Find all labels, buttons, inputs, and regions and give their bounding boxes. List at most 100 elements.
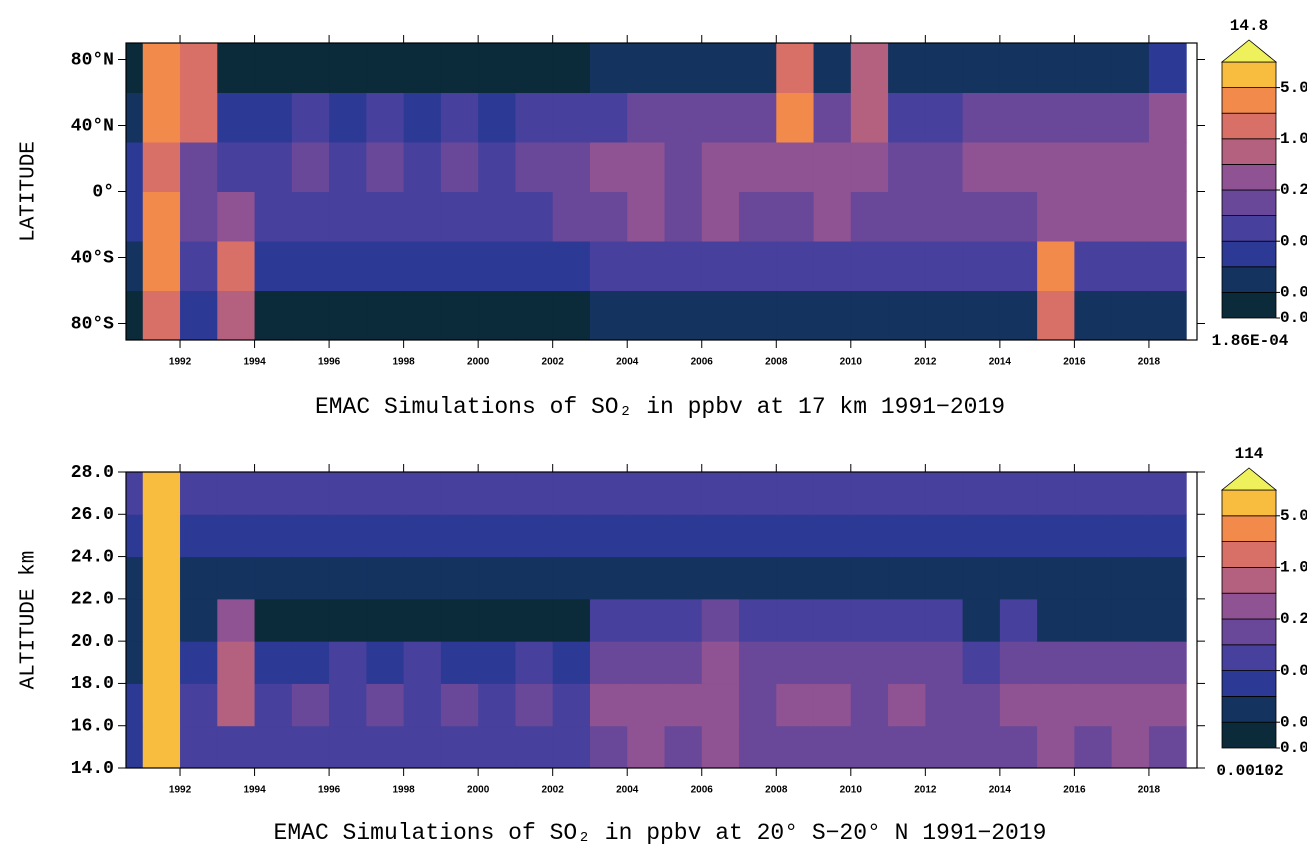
heat-cell <box>217 142 256 192</box>
heat-cell <box>739 142 777 192</box>
heat-cell <box>217 725 256 769</box>
heat-cell <box>329 92 367 143</box>
heat-cell <box>366 556 405 600</box>
colorbar-min: 1.86E-04 <box>1212 332 1289 350</box>
heat-cell <box>180 725 218 769</box>
heat-cell <box>291 514 330 558</box>
heat-cell <box>515 472 554 515</box>
heat-cell <box>850 241 889 291</box>
heat-cell <box>776 241 815 291</box>
colorbar-min: 0.00102 <box>1216 762 1283 780</box>
heat-cell <box>1111 92 1150 143</box>
heat-cell <box>589 92 628 143</box>
heat-cell <box>515 241 554 291</box>
heat-cell <box>925 142 964 192</box>
heat-cell <box>1037 290 1075 341</box>
heat-cell <box>664 556 703 600</box>
heat-cell <box>850 142 889 192</box>
heat-cell <box>701 641 740 684</box>
heat-cell <box>126 241 144 291</box>
colorbar-triangle <box>1220 467 1278 491</box>
y-tick-label: 0° <box>92 182 114 202</box>
heat-cell <box>478 142 516 192</box>
x-tick-label: 2000 <box>467 785 490 796</box>
colorbar-label: 0.01 <box>1280 284 1307 302</box>
heat-cell <box>366 191 405 242</box>
heat-cell <box>329 514 367 558</box>
heat-cell <box>739 598 777 642</box>
heat-cell <box>552 191 591 242</box>
heat-cell <box>440 43 479 93</box>
heat-cell <box>217 598 256 642</box>
heat-cell <box>126 683 144 727</box>
heat-cell <box>126 472 144 515</box>
heat-cell <box>291 92 330 143</box>
heat-cell <box>962 290 1001 341</box>
heat-cell <box>217 556 256 600</box>
heat-cell <box>1148 725 1187 769</box>
heat-cell <box>478 241 516 291</box>
colorbar-band <box>1221 721 1277 749</box>
chart-title: EMAC Simulations of SO₂ in ppbv at 20° S… <box>274 820 1047 846</box>
x-tick-label: 1992 <box>169 357 192 368</box>
heat-cell <box>1111 142 1150 192</box>
heat-cell <box>589 556 628 600</box>
heat-cell <box>701 290 740 341</box>
heat-cell <box>925 241 964 291</box>
heat-cell <box>627 472 665 515</box>
heat-cell <box>925 191 964 242</box>
heat-cell <box>478 556 516 600</box>
heat-cell <box>739 290 777 341</box>
heat-cell <box>440 556 479 600</box>
heat-cell <box>1111 725 1150 769</box>
heat-cell <box>217 191 256 242</box>
heat-cell <box>366 241 405 291</box>
heat-cell <box>627 191 665 242</box>
heat-cell <box>366 598 405 642</box>
heat-cell <box>403 43 442 93</box>
x-tick-label: 1994 <box>243 357 266 368</box>
heat-cell <box>850 641 889 684</box>
heat-cell <box>589 241 628 291</box>
heat-cell <box>1148 514 1187 558</box>
colorbar-band <box>1221 567 1277 594</box>
heat-cell <box>925 725 964 769</box>
heat-cell <box>589 725 628 769</box>
heat-cell <box>1037 641 1075 684</box>
heat-cell <box>1037 241 1075 291</box>
chart-title: EMAC Simulations of SO₂ in ppbv at 17 km… <box>315 394 1005 420</box>
heat-cell <box>627 641 665 684</box>
heat-cell <box>478 598 516 642</box>
heat-cell <box>291 725 330 769</box>
colorbar-label: 0.00 <box>1280 739 1307 757</box>
heat-cell <box>925 290 964 341</box>
heat-cell <box>254 191 293 242</box>
heat-cell <box>1074 683 1113 727</box>
heat-cell <box>1037 142 1075 192</box>
heat-cell <box>664 725 703 769</box>
heat-cell <box>403 290 442 341</box>
heat-cell <box>850 725 889 769</box>
heat-cell <box>329 43 367 93</box>
heat-cell <box>552 241 591 291</box>
heat-cell <box>515 556 554 600</box>
heat-cell <box>1111 556 1150 600</box>
heat-cell <box>142 43 181 93</box>
heat-cell <box>254 598 293 642</box>
heat-cell <box>888 683 926 727</box>
heat-cell <box>850 514 889 558</box>
colorbar-band <box>1221 240 1277 268</box>
heat-cell <box>1074 92 1113 143</box>
x-tick-label: 2008 <box>765 785 788 796</box>
heat-cell <box>1148 641 1187 684</box>
heat-cell <box>478 191 516 242</box>
heat-cell <box>366 43 405 93</box>
y-tick-label: 80°S <box>71 314 114 334</box>
colorbar-band <box>1221 696 1277 723</box>
heat-cell <box>1148 241 1187 291</box>
heat-cell <box>1148 191 1187 242</box>
heat-cell <box>962 598 1001 642</box>
heat-cell <box>627 142 665 192</box>
heat-cell <box>478 514 516 558</box>
